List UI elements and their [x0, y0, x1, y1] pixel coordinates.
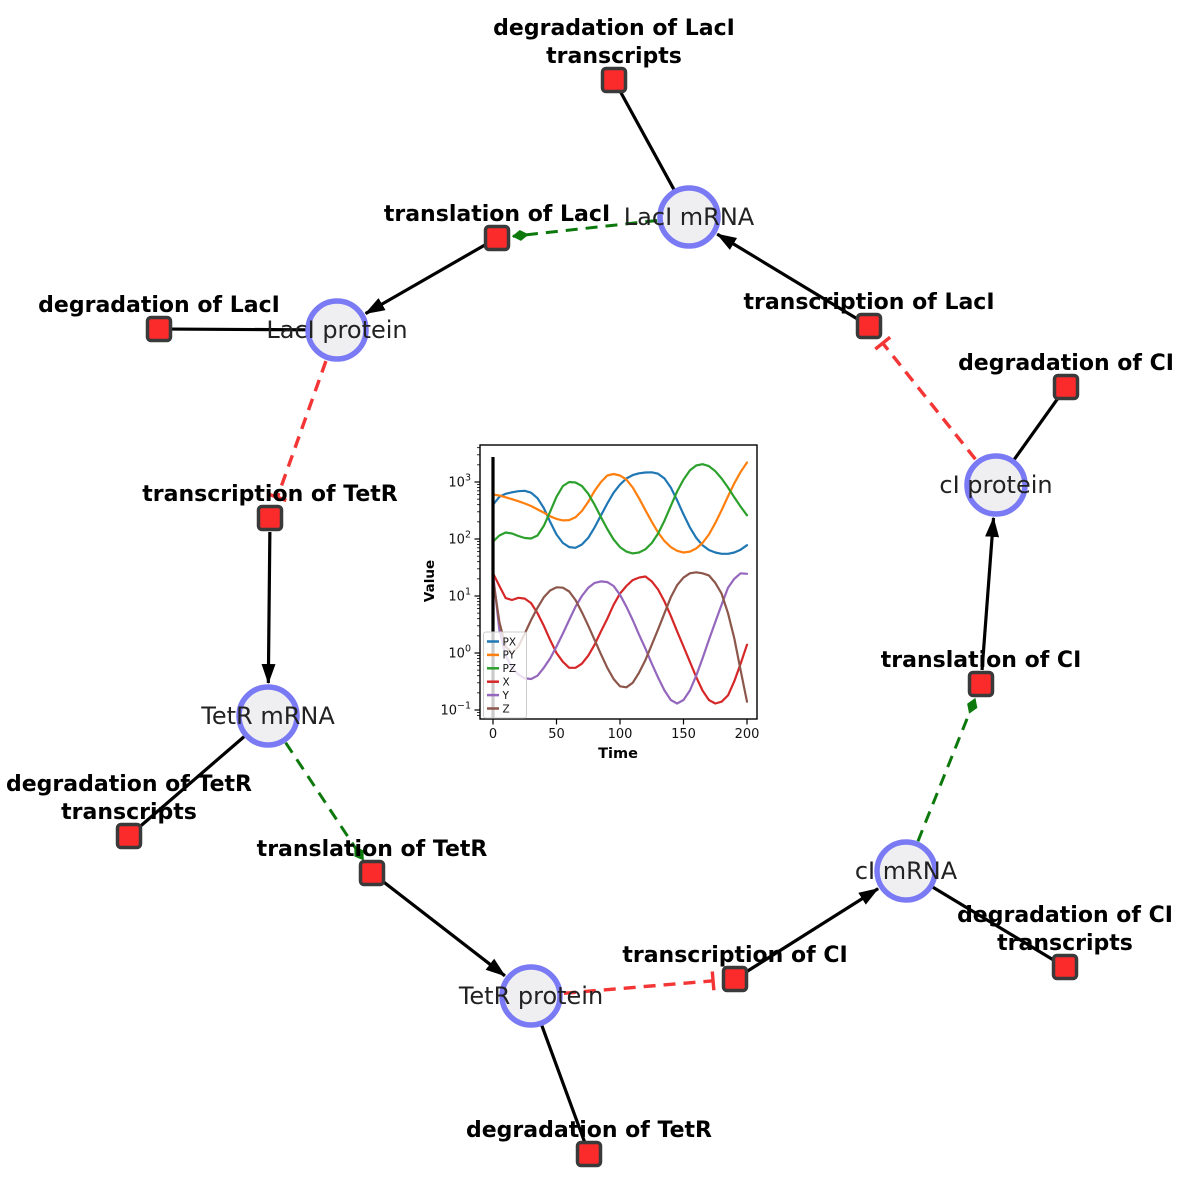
y-tick-label: 101	[448, 587, 471, 605]
chart-frame	[479, 444, 758, 720]
edge-reactant-ci_mrna-to-r_deg_ci_tx	[930, 885, 1055, 962]
edge-modifier-tetr_mrna-to-r_translation_tetr	[284, 741, 365, 861]
reaction-label-r_deg_laci_tx-line1: degradation of LacI	[493, 16, 735, 41]
species-node-ci_protein[interactable]	[964, 453, 1028, 517]
species-label-laci_mrna: LacI mRNA	[624, 203, 755, 231]
edge-product-r_translation_tetr-to-tetr_protein	[382, 880, 506, 978]
legend-label-Y: Y	[502, 690, 510, 702]
x-tick-label: 200	[735, 727, 760, 742]
species-label-ci_protein: cI protein	[939, 471, 1052, 499]
reaction-label-r_deg_ci_tx-line1: degradation of CI	[957, 903, 1173, 928]
x-axis-label: Time	[598, 746, 638, 762]
x-tick-label: 0	[489, 727, 497, 742]
labels-layer: LacI mRNA LacI protein cI protein TetR mRNA…	[6, 16, 1174, 1143]
reaction-label-r_deg_ci: degradation of CI	[958, 351, 1174, 376]
y-tick-label: 102	[448, 530, 471, 548]
reaction-label-r_deg_tetr_tx-line2: transcripts	[61, 800, 197, 825]
edge-reactant-laci_mrna-to-r_deg_laci_tx	[618, 90, 676, 192]
x-tick-label: 150	[671, 727, 696, 742]
series-line-PX	[491, 471, 749, 555]
reaction-node-r_deg_tetr[interactable]	[575, 1140, 603, 1168]
legend-label-X: X	[503, 677, 510, 689]
reaction-label-r_deg_laci: degradation of LacI	[38, 293, 280, 318]
edge-inhibitor-tetr_protein-to-r_transcription_ci	[563, 971, 716, 995]
legend-label-PX: PX	[503, 636, 517, 648]
edge-modifier-laci_mrna-to-r_translation_laci	[511, 218, 658, 241]
reaction-node-r_deg_ci[interactable]	[1052, 373, 1080, 401]
species-label-tetr_protein: TetR protein	[458, 982, 603, 1010]
edge-product-r_translation_laci-to-laci_protein	[364, 243, 486, 315]
edge-product-r_translation_ci-to-ci_protein	[980, 516, 1000, 671]
reaction-label-r_deg_laci_tx-line2: transcripts	[546, 44, 682, 69]
reaction-node-r_translation_laci[interactable]	[483, 224, 511, 252]
reaction-label-r_translation_laci: translation of LacI	[384, 202, 610, 227]
species-node-ci_mrna[interactable]	[874, 839, 938, 903]
edges-layer	[137, 90, 1060, 1143]
edge-reactant-tetr_protein-to-r_deg_tetr	[539, 1023, 587, 1143]
reaction-label-r_translation_tetr: translation of TetR	[257, 837, 488, 862]
y-axis-label: Value	[422, 560, 438, 602]
y-tick-label: 10−1	[440, 701, 471, 719]
reaction-node-r_transcription_laci[interactable]	[855, 312, 883, 340]
edge-reactant-ci_protein-to-r_deg_ci	[1012, 396, 1060, 462]
reaction-node-r_transcription_ci[interactable]	[721, 965, 749, 993]
y-tick-label: 103	[448, 473, 471, 491]
legend-box	[483, 631, 527, 719]
reaction-node-r_deg_laci_tx[interactable]	[600, 66, 628, 94]
edge-product-r_transcription_tetr-to-tetr_mrna	[261, 531, 276, 685]
reaction-label-r_deg_tetr: degradation of TetR	[466, 1118, 712, 1143]
reaction-label-r_transcription_tetr: transcription of TetR	[142, 482, 398, 507]
series-line-Y	[491, 572, 749, 705]
edge-modifier-ci_mrna-to-r_translation_ci	[916, 697, 978, 842]
reaction-label-r_transcription_ci: transcription of CI	[622, 943, 847, 968]
reaction-label-r_deg_tetr_tx-line1: degradation of TetR	[6, 772, 252, 797]
reaction-label-r_deg_ci_tx-line2: transcripts	[997, 931, 1133, 956]
edge-reactant-tetr_mrna-to-r_deg_tetr_tx	[137, 734, 247, 829]
nodes-layer	[115, 66, 1080, 1168]
reaction-node-r_deg_tetr_tx[interactable]	[115, 822, 143, 850]
series-line-PY	[491, 461, 749, 554]
reaction-node-r_deg_ci_tx[interactable]	[1051, 953, 1079, 981]
series-line-PZ	[491, 463, 749, 555]
edge-product-r_transcription_laci-to-laci_mrna	[716, 232, 858, 321]
edge-inhibitor-ci_protein-to-r_transcription_laci	[874, 335, 977, 461]
edge-product-r_transcription_ci-to-ci_mrna	[745, 887, 879, 973]
reaction-node-r_deg_laci[interactable]	[145, 315, 173, 343]
reaction-label-r_transcription_laci: transcription of LacI	[743, 290, 994, 315]
edge-reactant-laci_protein-to-r_deg_laci	[171, 327, 308, 332]
x-tick-label: 100	[608, 727, 633, 742]
species-node-tetr_mrna[interactable]	[236, 684, 300, 748]
x-tick-label: 50	[548, 727, 565, 742]
species-label-laci_protein: LacI protein	[266, 316, 407, 344]
series-line-Z	[491, 571, 749, 703]
species-node-tetr_protein[interactable]	[499, 964, 563, 1028]
legend-label-PZ: PZ	[503, 663, 517, 675]
reaction-label-r_translation_ci: translation of CI	[881, 648, 1082, 673]
edge-inhibitor-laci_protein-to-r_transcription_tetr	[267, 360, 328, 503]
y-tick-label: 100	[448, 644, 471, 662]
species-label-ci_mrna: cI mRNA	[855, 857, 958, 885]
reaction-node-r_transcription_tetr[interactable]	[256, 504, 284, 532]
species-node-laci_mrna[interactable]	[657, 185, 721, 249]
species-label-tetr_mrna: TetR mRNA	[200, 702, 335, 730]
reaction-node-r_translation_tetr[interactable]	[358, 859, 386, 887]
species-node-laci_protein[interactable]	[305, 298, 369, 362]
legend-label-Z: Z	[503, 703, 510, 715]
legend-label-PY: PY	[503, 650, 516, 662]
reaction-node-r_translation_ci[interactable]	[967, 670, 995, 698]
